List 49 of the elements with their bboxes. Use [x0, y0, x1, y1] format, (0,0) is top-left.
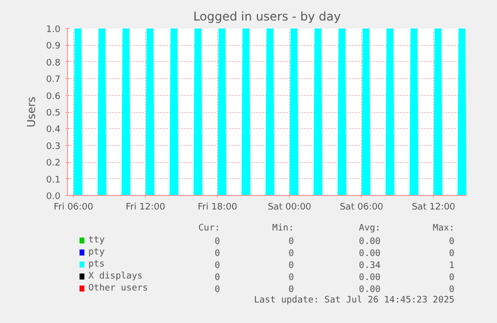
text: 0: [214, 261, 220, 271]
text: 0.00: [358, 237, 381, 247]
y-tick-label: 1.0: [46, 25, 61, 35]
text: 0.34: [358, 261, 381, 271]
x-tick-label: Fri 12:00: [126, 202, 166, 212]
x-tick-label: Sat 12:00: [412, 202, 456, 212]
chart-title: Logged in users - by day: [193, 10, 341, 24]
text: 0: [288, 285, 294, 295]
text: 0: [288, 261, 294, 271]
text: Max:: [432, 224, 454, 234]
y-tick-label: 0.4: [46, 125, 61, 136]
text: 0: [449, 249, 454, 259]
text: Cur:: [198, 224, 220, 234]
y-tick-label: 0.1: [46, 175, 61, 186]
text: 0: [214, 237, 220, 247]
legend-label: Other users: [88, 284, 148, 294]
x-tick-label: Sat 00:00: [268, 202, 312, 212]
y-tick-label: 0.5: [46, 108, 61, 118]
legend-label: pts: [88, 260, 105, 270]
text: 0: [214, 285, 220, 295]
legend-label: tty: [88, 236, 106, 246]
text: 0.00: [358, 249, 381, 259]
y-tick-label: 0.9: [46, 42, 61, 52]
text: Avg:: [358, 224, 381, 234]
x-tick-label: Fri 18:00: [198, 202, 238, 212]
legend-label: pty: [88, 248, 106, 258]
y-tick-label: 0.2: [46, 158, 61, 169]
x-tick-label: Sat 06:00: [340, 202, 384, 212]
y-tick-label: 0.6: [46, 92, 61, 102]
text: 0.00: [358, 285, 381, 295]
text: Last update: Sat Jul 26 14:45:23 2025: [254, 296, 454, 306]
text: 1: [449, 261, 454, 271]
text: Min:: [272, 224, 294, 234]
y-tick-label: 0.8: [46, 58, 61, 68]
y-tick-label: 0.3: [46, 142, 61, 152]
x-tick-label: Fri 06:00: [54, 202, 94, 212]
y-tick-label: 0.7: [46, 75, 61, 86]
text: 0.00: [358, 273, 381, 283]
text: 0: [288, 237, 294, 247]
text: 0: [449, 273, 454, 283]
text: 0: [288, 249, 294, 259]
text: 0: [214, 249, 220, 259]
text: 0: [449, 237, 454, 247]
y-axis-title: Users: [25, 96, 38, 128]
legend-label: X displays: [88, 272, 143, 282]
text: 0: [214, 273, 220, 283]
text: 0: [449, 285, 454, 295]
y-tick-label: 0.0: [46, 192, 61, 202]
text: 0: [288, 273, 294, 283]
